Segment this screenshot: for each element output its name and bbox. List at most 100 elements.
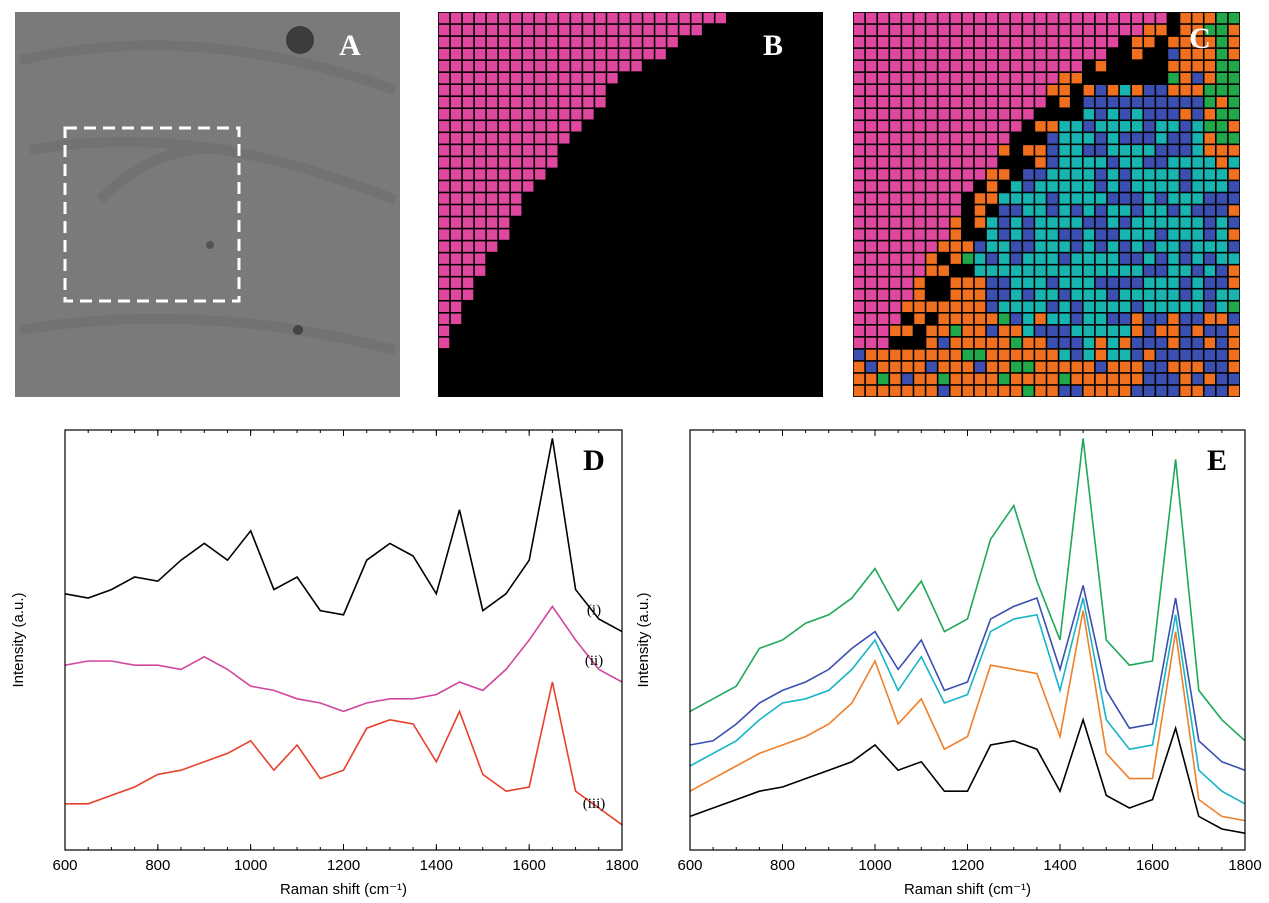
map-pixel bbox=[1035, 229, 1046, 240]
map-pixel bbox=[1059, 36, 1070, 48]
map-pixel bbox=[926, 48, 937, 60]
map-pixel bbox=[486, 181, 498, 192]
map-pixel bbox=[853, 133, 865, 144]
map-pixel bbox=[853, 265, 865, 276]
map-pixel bbox=[1228, 24, 1240, 36]
spectrum-line bbox=[65, 681, 623, 826]
map-pixel bbox=[926, 253, 937, 264]
map-pixel bbox=[1168, 157, 1179, 168]
map-pixel bbox=[1228, 373, 1240, 385]
spectrum-line bbox=[64, 438, 623, 633]
map-pixel bbox=[679, 12, 690, 24]
map-pixel bbox=[1180, 133, 1191, 144]
map-pixel bbox=[438, 36, 450, 48]
map-pixel bbox=[938, 229, 949, 240]
map-pixel bbox=[1228, 337, 1240, 349]
map-pixel bbox=[1059, 84, 1070, 96]
map-pixel bbox=[1119, 97, 1131, 108]
map-pixel bbox=[1228, 145, 1240, 156]
map-pixel bbox=[1035, 121, 1046, 132]
map-pixel bbox=[914, 253, 925, 264]
map-pixel bbox=[547, 84, 558, 96]
map-pixel bbox=[438, 60, 450, 72]
map-pixel bbox=[877, 181, 889, 192]
map-pixel bbox=[438, 84, 450, 96]
map-pixel bbox=[890, 193, 901, 204]
map-pixel bbox=[914, 97, 925, 108]
map-pixel bbox=[450, 24, 462, 36]
map-pixel bbox=[950, 241, 962, 252]
map-pixel bbox=[1059, 277, 1070, 288]
map-pixel bbox=[1047, 169, 1058, 180]
map-pixel bbox=[1035, 241, 1046, 252]
map-pixel bbox=[1180, 60, 1191, 72]
map-pixel bbox=[890, 72, 901, 84]
map-pixel bbox=[950, 97, 962, 108]
map-pixel bbox=[865, 145, 877, 156]
map-pixel bbox=[535, 133, 546, 144]
map-pixel bbox=[1071, 361, 1082, 373]
map-pixel bbox=[450, 205, 462, 216]
map-pixel bbox=[865, 84, 877, 96]
map-pixel bbox=[962, 277, 974, 288]
map-pixel bbox=[1047, 337, 1058, 349]
map-pixel bbox=[950, 72, 962, 84]
map-pixel bbox=[1035, 48, 1046, 60]
map-pixel bbox=[1192, 313, 1203, 325]
map-pixel bbox=[1180, 145, 1191, 156]
map-pixel bbox=[571, 12, 582, 24]
map-pixel bbox=[462, 12, 474, 24]
map-pixel bbox=[1156, 193, 1167, 204]
map-pixel bbox=[1119, 289, 1131, 300]
map-pixel bbox=[1083, 277, 1095, 288]
map-pixel bbox=[1119, 24, 1131, 36]
map-pixel bbox=[703, 12, 714, 24]
map-pixel bbox=[1216, 325, 1228, 337]
map-pixel bbox=[1047, 121, 1058, 132]
map-pixel bbox=[902, 72, 913, 84]
map-pixel bbox=[974, 24, 986, 36]
map-pixel bbox=[877, 241, 889, 252]
map-pixel bbox=[1216, 36, 1228, 48]
map-pixel bbox=[877, 84, 889, 96]
map-pixel bbox=[631, 12, 642, 24]
map-pixel bbox=[998, 277, 1010, 288]
map-pixel bbox=[1228, 265, 1240, 276]
map-pixel bbox=[1144, 325, 1155, 337]
map-pixel bbox=[1119, 325, 1131, 337]
map-pixel bbox=[865, 72, 877, 84]
map-pixel bbox=[1107, 169, 1119, 180]
map-pixel bbox=[643, 48, 654, 60]
map-pixel bbox=[474, 133, 486, 144]
map-pixel bbox=[914, 145, 925, 156]
map-pixel bbox=[986, 97, 998, 108]
map-pixel bbox=[1035, 277, 1046, 288]
map-pixel bbox=[902, 36, 913, 48]
map-pixel bbox=[1059, 301, 1070, 312]
map-pixel bbox=[1083, 373, 1095, 385]
map-pixel bbox=[877, 313, 889, 325]
map-pixel bbox=[853, 36, 865, 48]
map-pixel bbox=[1059, 97, 1070, 108]
map-pixel bbox=[853, 361, 865, 373]
map-pixel bbox=[1228, 217, 1240, 228]
map-pixel bbox=[1071, 217, 1082, 228]
map-pixel bbox=[462, 60, 474, 72]
map-pixel bbox=[1228, 229, 1240, 240]
map-pixel bbox=[1216, 193, 1228, 204]
map-pixel bbox=[450, 181, 462, 192]
map-pixel bbox=[486, 36, 498, 48]
texture bbox=[18, 40, 397, 355]
map-pixel bbox=[1011, 48, 1022, 60]
map-pixel bbox=[1216, 205, 1228, 216]
map-pixel bbox=[877, 325, 889, 337]
map-pixel bbox=[853, 157, 865, 168]
map-pixel bbox=[962, 289, 974, 300]
map-pixel bbox=[926, 24, 937, 36]
map-pixel bbox=[450, 145, 462, 156]
map-pixel bbox=[902, 217, 913, 228]
map-pixel bbox=[438, 133, 450, 144]
map-pixel bbox=[547, 60, 558, 72]
map-pixel bbox=[962, 241, 974, 252]
map-pixel bbox=[462, 265, 474, 276]
